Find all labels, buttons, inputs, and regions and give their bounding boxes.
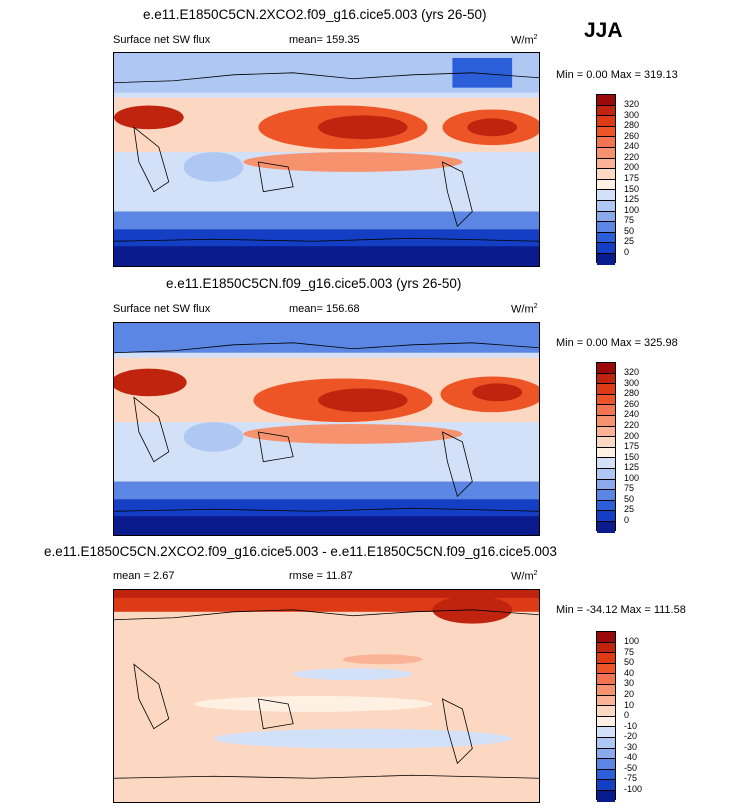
panel3-title: e.e11.E1850C5CN.2XCO2.f09_g16.cice5.003 … <box>44 544 557 559</box>
colorbar-tick: 300 <box>624 110 640 120</box>
colorbar-tick: 40 <box>624 668 635 678</box>
colorbar-tick: 50 <box>624 226 635 236</box>
panel1-title: e.e11.E1850C5CN.2XCO2.f09_g16.cice5.003 … <box>143 7 487 22</box>
colorbar-tick: 220 <box>624 152 640 162</box>
colorbar-tick: 0 <box>624 247 630 257</box>
season-label: JJA <box>584 19 623 42</box>
colorbar-tick: 0 <box>624 710 630 720</box>
panel1-map <box>113 52 540 267</box>
panel1-minmax: Min = 0.00 Max = 319.13 <box>556 69 678 81</box>
colorbar-tick: -20 <box>624 731 638 741</box>
colorbar-tick: 175 <box>624 173 640 183</box>
colorbar-tick: -10 <box>624 721 638 731</box>
colorbar-tick: -40 <box>624 752 638 762</box>
colorbar-tick: 100 <box>624 636 640 646</box>
colorbar-tick: 150 <box>624 184 640 194</box>
panel3-units: W/m2 <box>511 570 538 583</box>
panel2-colorbar <box>596 362 616 533</box>
colorbar-tick: 260 <box>624 131 640 141</box>
panel2-mean-label: mean= 156.68 <box>289 303 360 315</box>
colorbar-tick: 280 <box>624 388 640 398</box>
panel3-colorbar <box>596 631 616 802</box>
colorbar-tick: 10 <box>624 700 635 710</box>
colorbar-tick: -50 <box>624 763 638 773</box>
panel2-units: W/m2 <box>511 303 538 316</box>
colorbar-tick: 280 <box>624 120 640 130</box>
colorbar-tick: 240 <box>624 409 640 419</box>
colorbar-tick: 20 <box>624 689 635 699</box>
panel1-units: W/m2 <box>511 34 538 47</box>
panel3-minmax: Min = -34.12 Max = 111.58 <box>556 604 686 616</box>
colorbar-tick: -30 <box>624 742 638 752</box>
colorbar-tick: 150 <box>624 452 640 462</box>
colorbar-tick: 100 <box>624 473 640 483</box>
panel2-minmax: Min = 0.00 Max = 325.98 <box>556 337 678 349</box>
panel3-rmse-label: rmse = 11.87 <box>289 570 353 582</box>
colorbar-tick: 30 <box>624 678 635 688</box>
colorbar-tick: 260 <box>624 399 640 409</box>
colorbar-tick: -75 <box>624 773 638 783</box>
panel2-map <box>113 322 540 536</box>
colorbar-tick: 200 <box>624 431 640 441</box>
colorbar-tick: 25 <box>624 504 635 514</box>
colorbar-tick: 25 <box>624 236 635 246</box>
colorbar-tick: 320 <box>624 367 640 377</box>
panel3-mean-label: mean = 2.67 <box>113 570 175 582</box>
panel1-mean-label: mean= 159.35 <box>289 34 360 46</box>
colorbar-tick: 50 <box>624 657 635 667</box>
colorbar-tick: -100 <box>624 784 643 794</box>
panel2-variable-label: Surface net SW flux <box>113 303 211 315</box>
colorbar-tick: 75 <box>624 647 635 657</box>
colorbar-tick: 100 <box>624 205 640 215</box>
colorbar-tick: 0 <box>624 515 630 525</box>
panel2-title: e.e11.E1850C5CN.f09_g16.cice5.003 (yrs 2… <box>166 276 462 291</box>
colorbar-tick: 200 <box>624 162 640 172</box>
panel3-map <box>113 589 540 803</box>
colorbar-tick: 320 <box>624 99 640 109</box>
colorbar-tick: 175 <box>624 441 640 451</box>
colorbar-tick: 50 <box>624 494 635 504</box>
colorbar-tick: 125 <box>624 462 640 472</box>
panel1-colorbar <box>596 94 616 265</box>
panel1-variable-label: Surface net SW flux <box>113 34 211 46</box>
colorbar-tick: 75 <box>624 215 635 225</box>
colorbar-tick: 300 <box>624 378 640 388</box>
colorbar-tick: 220 <box>624 420 640 430</box>
colorbar-tick: 125 <box>624 194 640 204</box>
colorbar-tick: 240 <box>624 141 640 151</box>
colorbar-tick: 75 <box>624 483 635 493</box>
